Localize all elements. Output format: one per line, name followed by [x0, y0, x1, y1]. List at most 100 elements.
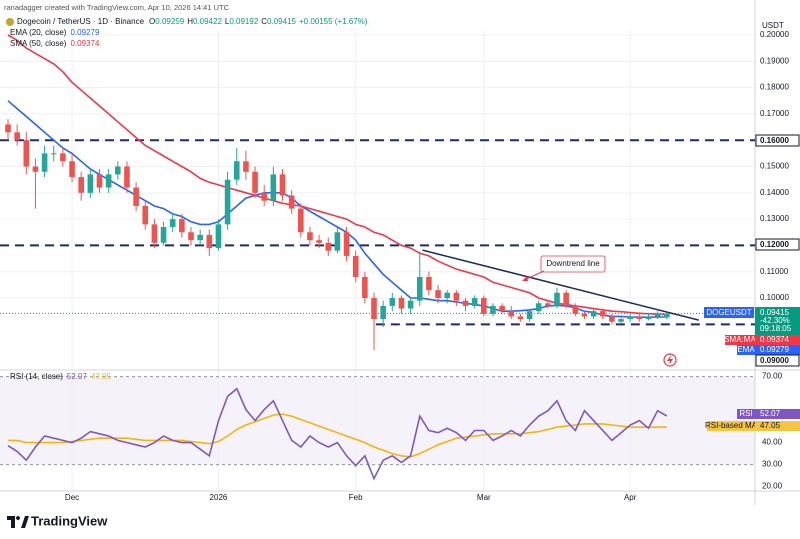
rsi-value: 52.07 — [67, 372, 88, 381]
candle-body — [78, 177, 84, 193]
candle-body — [609, 316, 615, 322]
y-tick-label: 0.13000 — [760, 214, 789, 223]
candle-body — [380, 305, 386, 320]
candle-body — [535, 303, 542, 312]
rsi-tag — [737, 409, 755, 419]
candle-body — [517, 316, 524, 320]
candle-body — [426, 276, 432, 291]
sma-value: 0.09374 — [70, 39, 99, 48]
candle-body — [23, 140, 30, 167]
legend: ranadagger created with TradingView.com,… — [4, 3, 368, 381]
candle-body — [490, 305, 496, 314]
ohlc-value: 0.09415 — [267, 17, 296, 26]
rsi-title: RSI (14, close) — [10, 372, 63, 381]
y-tick-label: 0.11000 — [760, 267, 789, 276]
ema-tag-label: EMA — [737, 345, 755, 354]
rsi-tag-label: RSI — [739, 409, 752, 418]
sma-value-tag — [755, 335, 800, 345]
ohlc-key: O — [149, 17, 155, 26]
candle-body — [508, 311, 515, 317]
rsi-ma-tag-label: RSI-based MA — [705, 421, 758, 430]
change: +0.00155 (+1.67%) — [299, 17, 368, 26]
ema-name: EMA (20, close) — [10, 28, 67, 37]
symbol-tag-label: DOGEUSDT — [706, 308, 751, 317]
candle-body — [599, 311, 606, 317]
candle-body — [362, 276, 368, 299]
candle-body — [270, 174, 277, 201]
x-tick-label: Mar — [477, 493, 491, 502]
candle-body — [233, 161, 240, 180]
currency: USDT — [762, 21, 784, 30]
candle-body — [316, 240, 322, 243]
candle-body — [554, 292, 560, 306]
y-tick-label: 0.19000 — [760, 56, 789, 65]
candle-body — [453, 292, 460, 301]
candle-body — [389, 298, 396, 306]
coin-icon — [6, 18, 14, 26]
candle-body — [343, 232, 350, 256]
candle-body — [627, 316, 633, 320]
series-line — [7, 387, 668, 481]
annotation: Downtrend line — [546, 259, 600, 268]
price-tag-countdown: 09:18:05 — [760, 324, 792, 333]
candle-body — [499, 305, 505, 312]
y-tick-label: 0.20000 — [760, 30, 789, 39]
candle-body — [50, 153, 57, 155]
candle-body — [14, 132, 20, 141]
series-line — [7, 100, 667, 318]
candle-body — [5, 124, 11, 133]
symbol-line: Dogecoin / TetherUS · 1D · Binance O0.092… — [17, 17, 368, 26]
candle-body — [563, 292, 569, 306]
price-tag-change: -42.30% — [760, 316, 790, 325]
candle-body — [261, 192, 267, 201]
candle-body — [325, 242, 332, 251]
candle-body — [654, 313, 661, 317]
level-tag — [755, 238, 800, 251]
ohlc-key: H — [187, 17, 193, 26]
sma-value-label: 0.09374 — [760, 335, 789, 344]
candle-body — [69, 161, 75, 178]
annotation-box — [540, 255, 606, 273]
candle-body — [590, 311, 597, 317]
candle-body — [572, 305, 579, 314]
y-tick-label: 0.15000 — [760, 162, 789, 171]
level-tag — [755, 134, 800, 147]
y-tick-label: 20.00 — [762, 482, 783, 491]
y-tick-label: 0.10000 — [760, 293, 789, 302]
rsi-legend: RSI (14, close) 52.07 47.05 — [10, 372, 112, 381]
y-tick-label: 30.00 — [762, 460, 783, 469]
rsi-value-tag — [755, 409, 800, 419]
candle-body — [462, 300, 469, 306]
candle-body — [288, 195, 295, 209]
candle-body — [416, 276, 423, 301]
ema-legend: EMA (20, close) 0.09279 — [10, 28, 100, 37]
trendline — [422, 249, 700, 321]
ohlc-value: 0.09259 — [155, 17, 184, 26]
rsi-ma-value: 47.05 — [91, 372, 112, 381]
watermark: ranadagger created with TradingView.com,… — [4, 3, 230, 12]
logo-mark — [7, 516, 29, 528]
candle-body — [371, 298, 377, 320]
rsi-ma-value-tag — [755, 421, 800, 431]
symbol-tag — [704, 307, 754, 318]
sma-legend: SMA (50, close) 0.09374 — [10, 39, 100, 48]
candle-body — [32, 166, 39, 172]
candle-body — [636, 316, 643, 320]
candle-body — [133, 187, 139, 206]
candle-body — [334, 232, 341, 251]
candle-body — [115, 166, 121, 175]
x-tick-label: Dec — [65, 493, 79, 502]
candle-body — [279, 174, 286, 196]
candle-body — [435, 290, 441, 299]
y-tick-label: 70.00 — [762, 372, 783, 381]
rsi-band — [0, 376, 755, 465]
ohlc-key: C — [261, 17, 267, 26]
y-tick-label: 0.17000 — [760, 109, 789, 118]
candle-body — [664, 313, 670, 318]
alert-circle — [663, 353, 677, 367]
candle-body — [471, 298, 478, 306]
candle-body — [545, 303, 551, 306]
y-tick-label: 40.00 — [762, 438, 783, 447]
ema-tag — [737, 345, 755, 355]
